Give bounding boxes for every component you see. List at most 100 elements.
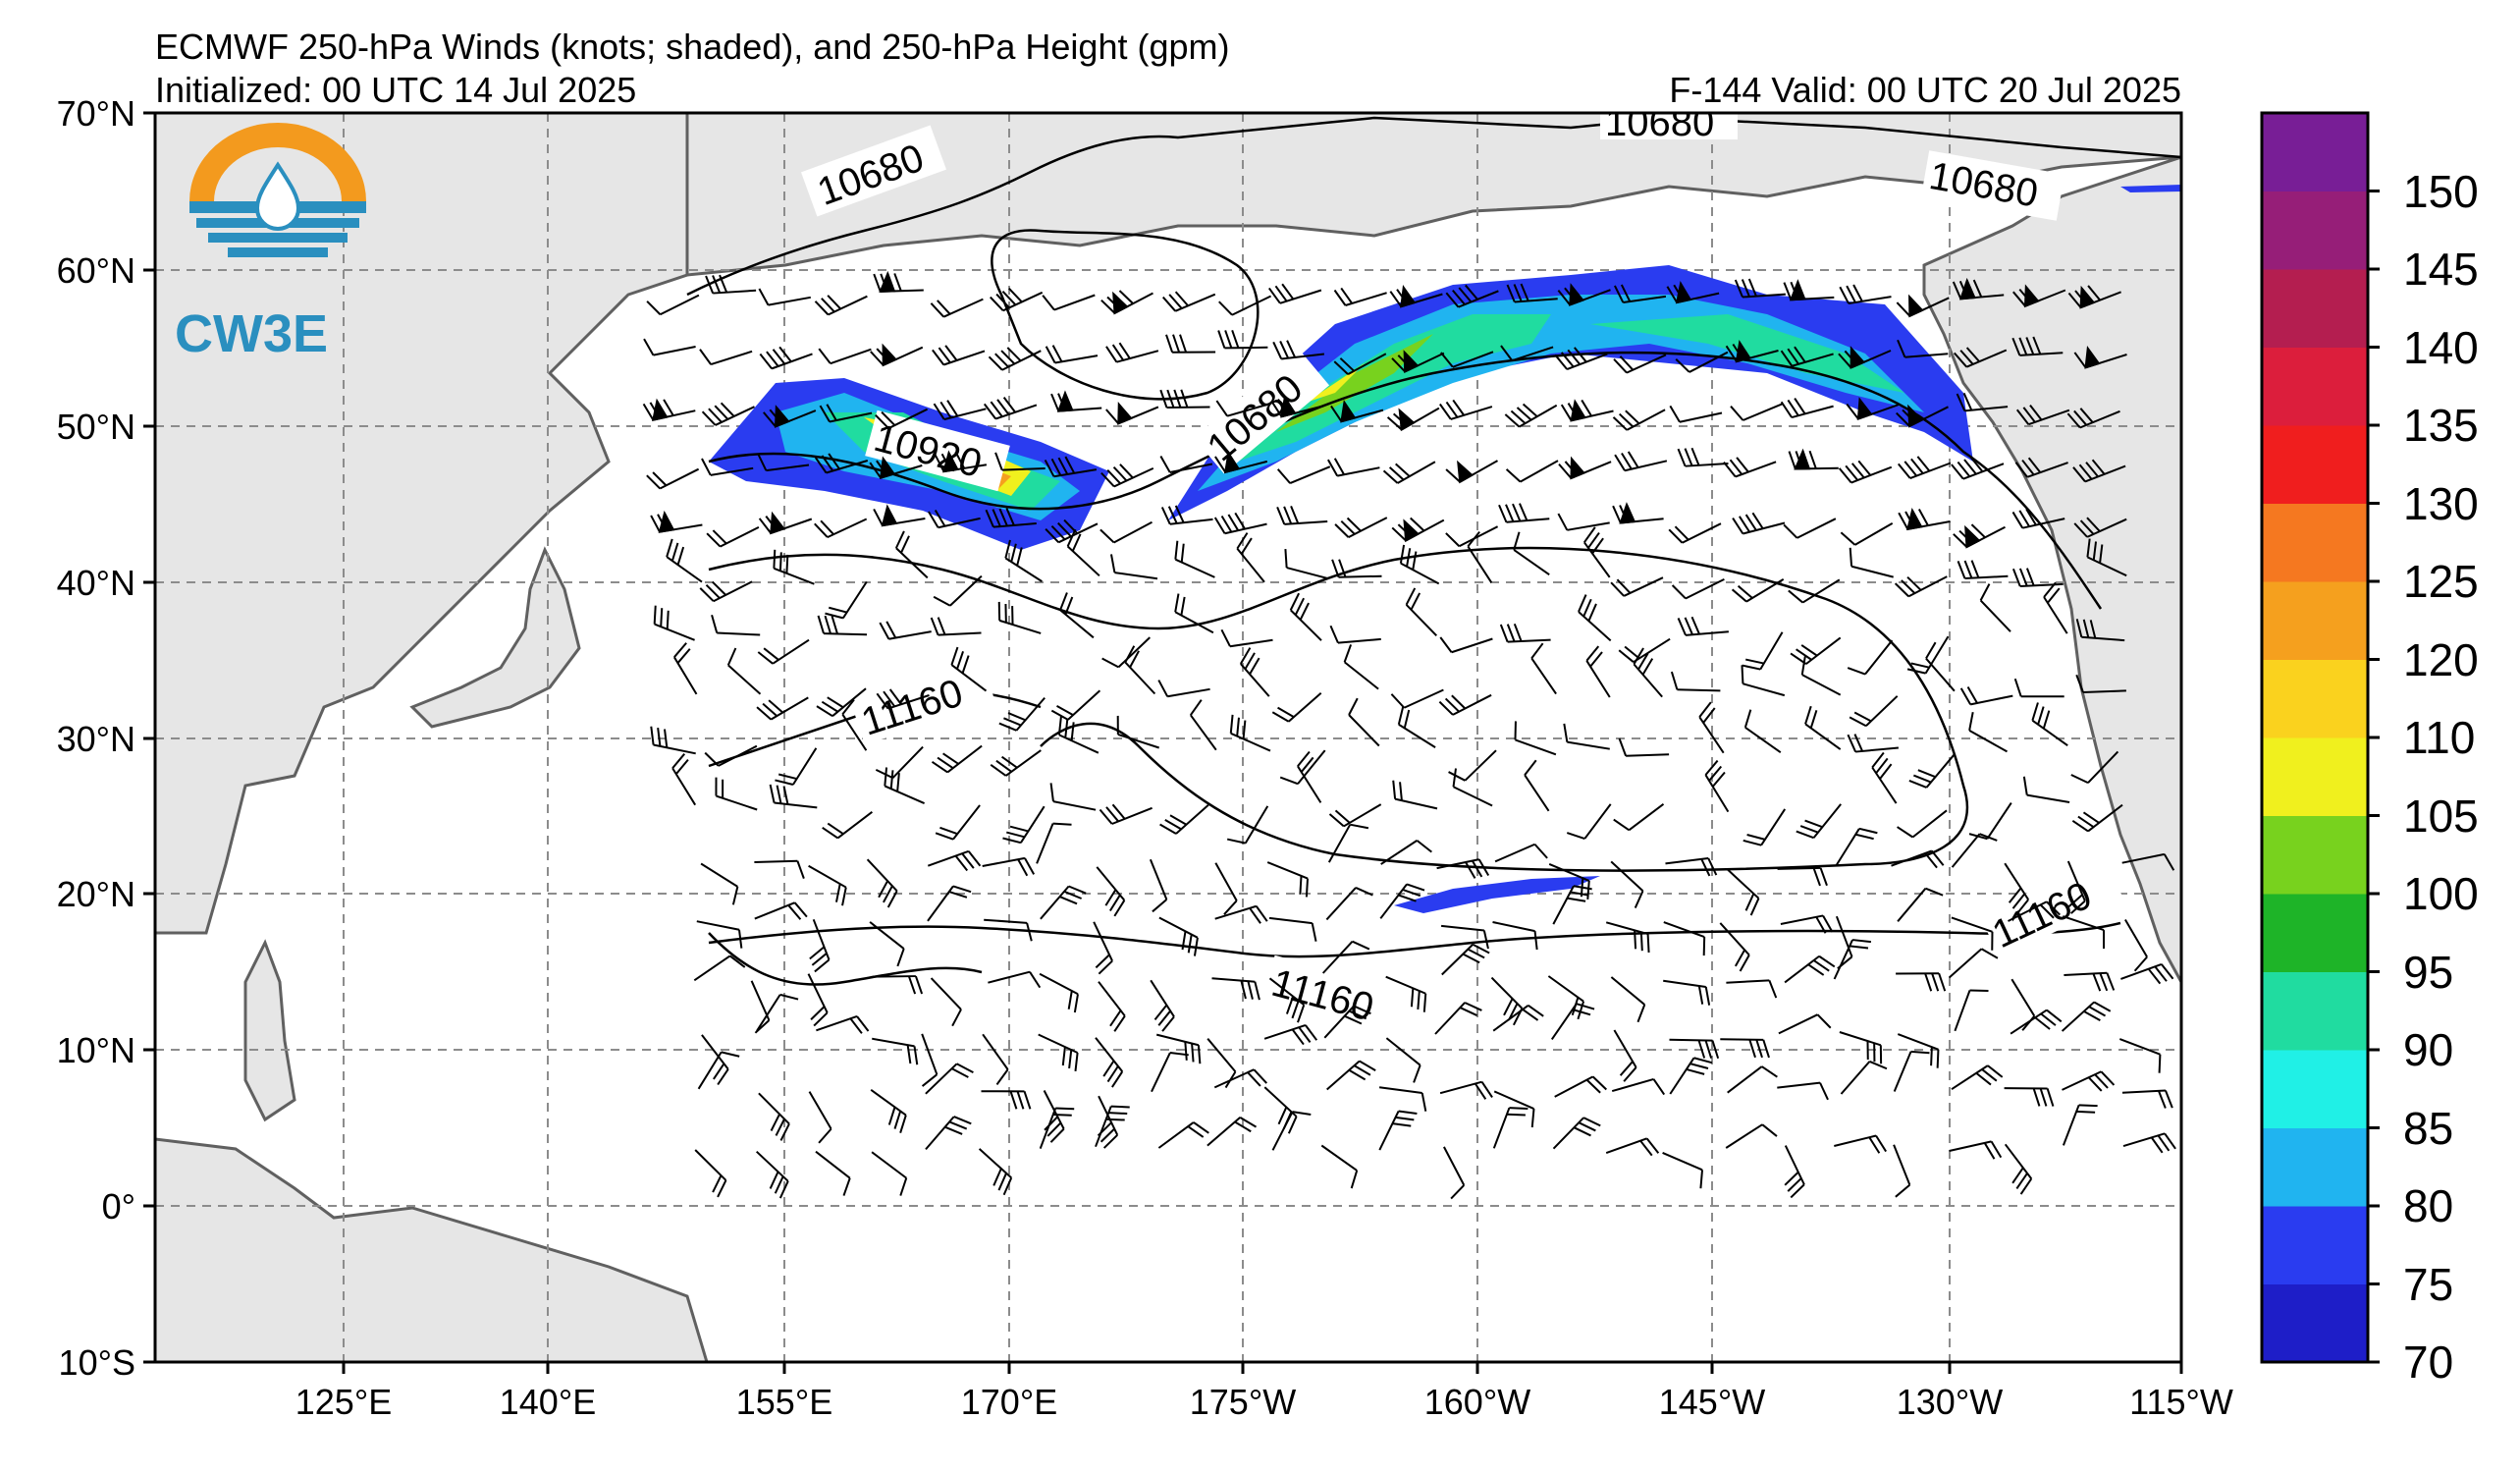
wind-barb — [930, 977, 962, 1027]
wind-barb — [1213, 1068, 1267, 1089]
wind-barb — [1330, 400, 1384, 423]
wind-barb — [1780, 914, 1834, 934]
latitude-labels: 70°N 60°N 50°N 40°N 30°N 20°N 10°N 0° 10… — [57, 93, 135, 1383]
wind-barb — [1236, 532, 1265, 583]
wind-barb — [1100, 464, 1154, 488]
wind-barb — [815, 1150, 851, 1196]
wind-barb — [694, 1149, 727, 1198]
wind-barb — [873, 504, 926, 527]
wind-barb — [1925, 641, 1956, 692]
lat-label: 60°N — [57, 250, 135, 291]
wind-barb — [1158, 916, 1199, 956]
wind-barb — [754, 901, 808, 920]
wind-barb — [1558, 456, 1612, 480]
cw3e-logo: CW3E — [175, 123, 366, 363]
wind-barb — [1605, 1137, 1660, 1157]
wind-barb — [1613, 1029, 1637, 1082]
wind-barb — [2086, 538, 2127, 577]
wind-barb — [935, 804, 981, 841]
wind-barbs — [642, 270, 2176, 1200]
wind-barb — [1610, 860, 1644, 908]
colorbar-label: 140 — [2403, 321, 2479, 373]
lat-label: 10°N — [57, 1030, 135, 1070]
land-masses — [155, 113, 2181, 1362]
wind-barb — [1105, 342, 1159, 363]
colorbar-segment — [2262, 425, 2368, 504]
colorbar-segment — [2262, 347, 2368, 426]
wind-barb — [1059, 592, 1095, 639]
wind-barb — [990, 749, 1042, 777]
wind-barb — [1380, 840, 1432, 865]
wind-barb — [1220, 628, 1273, 648]
wind-barb — [1800, 656, 1842, 696]
coast-jet-70kt — [2120, 185, 2181, 192]
wind-barb — [1002, 805, 1046, 845]
wind-barb — [697, 1051, 740, 1090]
axis-ticks — [143, 111, 2183, 1374]
wind-barb — [950, 646, 988, 692]
wind-barb — [1327, 823, 1369, 863]
wind-barb — [1698, 701, 1725, 754]
jet-east-95kt — [1237, 314, 1551, 462]
wind-barb — [1948, 948, 1999, 979]
wind-barb — [1610, 976, 1646, 1023]
gridlines — [155, 113, 2181, 1362]
colorbar-segment — [2262, 971, 2368, 1051]
wind-barb — [1953, 523, 2006, 549]
colorbar-segment — [2262, 113, 2368, 191]
colorbar-segment — [2262, 1206, 2368, 1284]
wind-barb — [1614, 451, 1668, 472]
colorbar-label: 120 — [2403, 633, 2479, 685]
wind-barb — [758, 288, 811, 306]
wind-barb — [988, 970, 1042, 989]
water-drop-icon — [254, 161, 301, 231]
wind-barb — [927, 849, 982, 872]
wind-barb — [930, 298, 984, 318]
wind-barb — [930, 617, 982, 636]
wind-barb — [2121, 1089, 2173, 1109]
wind-barb — [1160, 505, 1213, 525]
wind-barb — [699, 580, 753, 603]
wind-barb — [1847, 734, 1899, 753]
wind-barb — [818, 348, 872, 365]
wind-barb — [1151, 1051, 1189, 1093]
wind-barb — [1390, 688, 1444, 709]
wind-barb — [1605, 921, 1650, 954]
wind-barb — [1439, 636, 1493, 654]
wind-barb — [1719, 922, 1750, 972]
wind-barb — [1662, 1151, 1704, 1189]
wind-barb — [1612, 502, 1664, 524]
wind-barb — [1894, 575, 1948, 598]
wind-barb — [1514, 721, 1557, 756]
wind-barb — [1389, 284, 1443, 308]
wind-barb — [1956, 392, 2009, 412]
wind-barb — [1871, 751, 1898, 804]
wind-barb — [1951, 1064, 2004, 1091]
wind-barb — [757, 638, 810, 665]
colorbar-label: 150 — [2403, 165, 2479, 217]
wind-barb — [933, 574, 983, 607]
wind-barb — [928, 509, 981, 529]
wind-barb — [1096, 866, 1126, 917]
contour-10680 — [686, 116, 2181, 297]
colorbar-segment — [2262, 503, 2368, 582]
lat-label: 10°S — [59, 1342, 135, 1383]
wind-barb — [1741, 665, 1786, 697]
wind-barb — [1333, 353, 1387, 376]
longitude-labels: 125°E 140°E 155°E 170°E 175°W 160°W 145°… — [295, 1382, 2233, 1422]
wind-barb — [1326, 1060, 1376, 1091]
north-america — [1922, 155, 2181, 983]
wind-barb — [1897, 887, 1944, 922]
wind-barb — [1896, 294, 1950, 318]
wind-barb — [1968, 712, 2008, 753]
wind-barb — [1348, 697, 1380, 747]
wind-barb — [1157, 680, 1210, 698]
wind-barb — [1206, 1117, 1258, 1147]
contour-10920 — [708, 351, 2103, 610]
wind-barb — [642, 398, 696, 421]
lon-label: 175°W — [1190, 1382, 1296, 1422]
wind-barb — [1378, 1086, 1427, 1112]
wind-barb — [763, 405, 817, 428]
wind-barb — [2011, 568, 2064, 587]
wind-barb — [1513, 531, 1550, 576]
